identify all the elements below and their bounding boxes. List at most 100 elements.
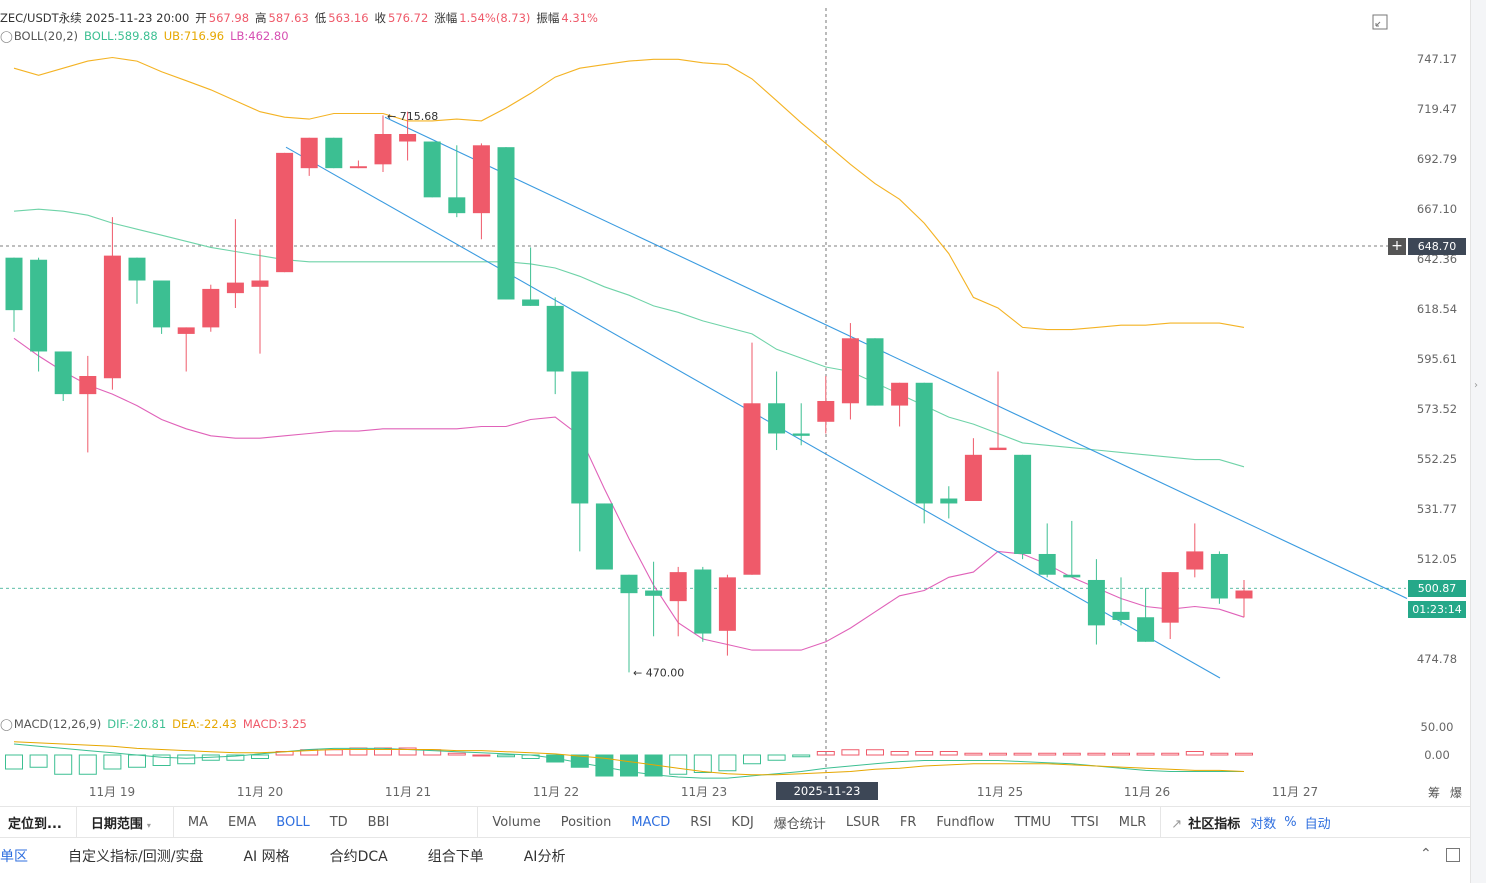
macd-histogram-bar [866,749,884,756]
sub-indicator-0[interactable]: Volume [492,814,541,830]
macd-histogram-bar [890,751,909,756]
macd-histogram-bar [964,752,983,756]
sub-indicator-4[interactable]: KDJ [731,814,754,830]
right-scroll-rail[interactable]: › [1470,0,1486,883]
amp-value: 4.31% [561,11,598,25]
macd-histogram-bar [841,749,860,756]
change-label: 涨幅 [434,11,458,25]
candle-body [423,141,441,198]
datetime-label: 2025-11-23 20:00 [85,11,190,25]
log-scale-toggle[interactable]: 对数 [1250,816,1277,832]
corner-buttons: 筹爆 [1428,784,1462,801]
sub-indicator-1[interactable]: Position [560,814,612,830]
chevron-up-icon[interactable]: ⌃ [1420,846,1432,862]
sub-indicator-3[interactable]: RSI [690,814,712,830]
main-indicator-1[interactable]: EMA [227,814,257,830]
macd-histogram-bar [472,754,491,757]
candle-body [595,503,613,570]
tab-ai-analysis[interactable]: AI分析 [523,849,566,865]
macd-histogram-bar [78,754,97,775]
tab-ai-grid[interactable]: AI 网格 [243,849,290,865]
locate-button[interactable]: 定位到... [8,816,62,832]
boll-ub-value: UB:716.96 [163,29,225,43]
bottom-tab-bar: 单区 自定义指标/回测/实盘 AI 网格 合约DCA 组合下单 AI分析 ⌃ [0,842,1470,870]
candle-body [472,145,490,214]
main-indicator-2[interactable]: BOLL [276,814,310,830]
macd-histogram-bar [915,751,934,756]
macd-histogram-bar [1062,752,1081,756]
macd-dif-value: DIF:-20.81 [107,717,167,731]
fullscreen-icon[interactable] [1372,14,1388,30]
macd-histogram-bar [792,754,811,758]
date-tick-label: 11月 21 [385,785,431,799]
main-indicator-list: MA EMA BOLL TD BBI [178,815,399,830]
countdown-tag: 01:23:14 [1408,601,1466,618]
tab-single-area[interactable]: 单区 [0,849,28,865]
candle-body [817,400,835,422]
chart-canvas[interactable]: 747.17 719.47 692.79 667.10 642.36 618.54 595.… [0,0,1470,806]
candle-body [718,577,736,631]
sub-indicator-11[interactable]: MLR [1118,814,1147,830]
crosshair-time-tag: 2025-11-23 20:00 [776,782,878,816]
date-range-label: 日期范围 [90,816,143,832]
date-tick-label: 11月 22 [533,785,579,799]
sub-indicator-10[interactable]: TTSI [1071,814,1099,830]
main-indicator-3[interactable]: TD [329,814,348,830]
crosshair-price-tag: 648.70 [1408,238,1466,255]
crosshair-add-icon[interactable]: + [1388,238,1406,255]
price-tick-label: 474.78 [1417,652,1457,666]
candle-body [1087,579,1105,626]
sub-indicator-8[interactable]: Fundflow [936,814,995,830]
auto-scale-toggle[interactable]: 自动 [1304,816,1331,832]
macd-histogram-bar [324,749,343,756]
high-label: 高 [255,11,267,25]
tab-custom-indicator[interactable]: 自定义指标/回测/实盘 [68,849,204,865]
macd-histogram-bar [1185,751,1204,756]
macd-dea-line [13,741,1245,776]
candle-body [1186,551,1204,570]
caret-down-icon: ▾ [146,820,151,830]
chip-button[interactable]: 筹 [1428,786,1441,800]
high-value: 587.63 [268,11,309,25]
percent-scale-toggle[interactable]: % [1284,814,1297,830]
boll-legend: ◯BOLL(20,2) BOLL:589.88 UB:716.96 LB:462.80 [0,28,295,44]
chevron-right-icon[interactable]: › [1474,380,1478,391]
candle-body [915,382,933,504]
candle-body [964,454,982,501]
candle-body [79,375,97,395]
macd-histogram-bar [226,754,245,761]
candle-body [1235,590,1253,599]
bell-icon[interactable]: ◯ [0,29,13,43]
macd-histogram-bar [1161,752,1180,756]
sub-indicator-7[interactable]: FR [899,814,917,830]
main-indicator-4[interactable]: BBI [367,814,390,830]
main-indicator-0[interactable]: MA [187,814,208,830]
close-label: 收 [374,11,387,25]
candle-body [374,133,392,165]
sub-indicator-5[interactable]: 爆仓统计 [773,816,826,832]
candle-body [349,166,367,169]
candle-body [546,305,564,372]
date-range-button[interactable]: 日期范围 ▾ [81,813,169,832]
sub-indicator-9[interactable]: TTMU [1014,814,1052,830]
candle-body [5,257,23,311]
candle-body [694,569,712,634]
price-tick-label: 618.54 [1417,302,1457,316]
sub-indicator-6[interactable]: LSUR [845,814,880,830]
liquidation-button[interactable]: 爆 [1450,786,1463,800]
macd-histogram-bar [1210,752,1229,756]
tab-contract-dca[interactable]: 合约DCA [329,849,388,865]
candle-body [768,403,786,434]
tab-combo-order[interactable]: 组合下单 [427,849,484,865]
candle-body [399,133,417,142]
sub-indicator-2[interactable]: MACD [631,814,671,830]
ohlc-header: ZEC/USDT永续 2025-11-23 20:00 开 567.98 高 587.63… [0,10,604,26]
window-icon[interactable] [1446,848,1460,862]
macd-histogram-bar [1013,752,1032,756]
bell-icon[interactable]: ◯ [0,717,13,731]
candle-body [989,447,1007,451]
candle-body [153,280,171,328]
macd-histogram-bar [103,754,122,770]
community-indicators-button[interactable]: ↗ 社区指标 [1165,813,1246,832]
change-value: 1.54%(8.73) [459,11,531,25]
